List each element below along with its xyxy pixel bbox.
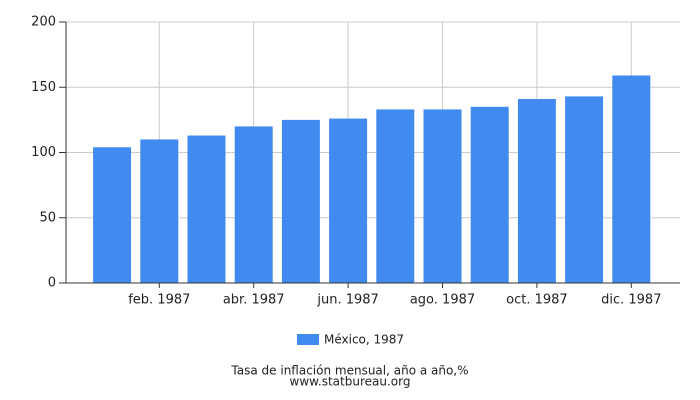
legend-label: México, 1987 <box>324 333 404 347</box>
chart-caption: Tasa de inflación mensual, año a año,% <box>230 364 468 378</box>
bar <box>612 75 651 283</box>
bar <box>517 98 556 284</box>
bar <box>470 106 509 283</box>
y-tick-label: 100 <box>31 145 56 160</box>
x-tick-label: jun. 1987 <box>316 293 378 308</box>
x-tick-label: abr. 1987 <box>223 293 285 308</box>
y-tick-label: 50 <box>39 210 56 225</box>
x-tick-label: ago. 1987 <box>410 293 475 308</box>
y-tick-label: 150 <box>31 80 56 95</box>
chart-source: www.statbureau.org <box>290 375 411 389</box>
bar <box>140 139 179 283</box>
bar <box>565 96 604 283</box>
bar <box>423 109 462 283</box>
legend-swatch <box>297 334 319 345</box>
bar <box>329 118 368 283</box>
x-tick-label: oct. 1987 <box>506 293 568 308</box>
bar <box>281 119 320 283</box>
bar <box>187 135 226 283</box>
y-tick-label: 0 <box>48 276 56 291</box>
x-tick-label: dic. 1987 <box>601 293 661 308</box>
x-tick-label: feb. 1987 <box>128 293 190 308</box>
y-tick-label: 200 <box>31 15 56 30</box>
bar <box>234 126 273 284</box>
bar <box>376 109 415 283</box>
bar <box>93 147 132 283</box>
